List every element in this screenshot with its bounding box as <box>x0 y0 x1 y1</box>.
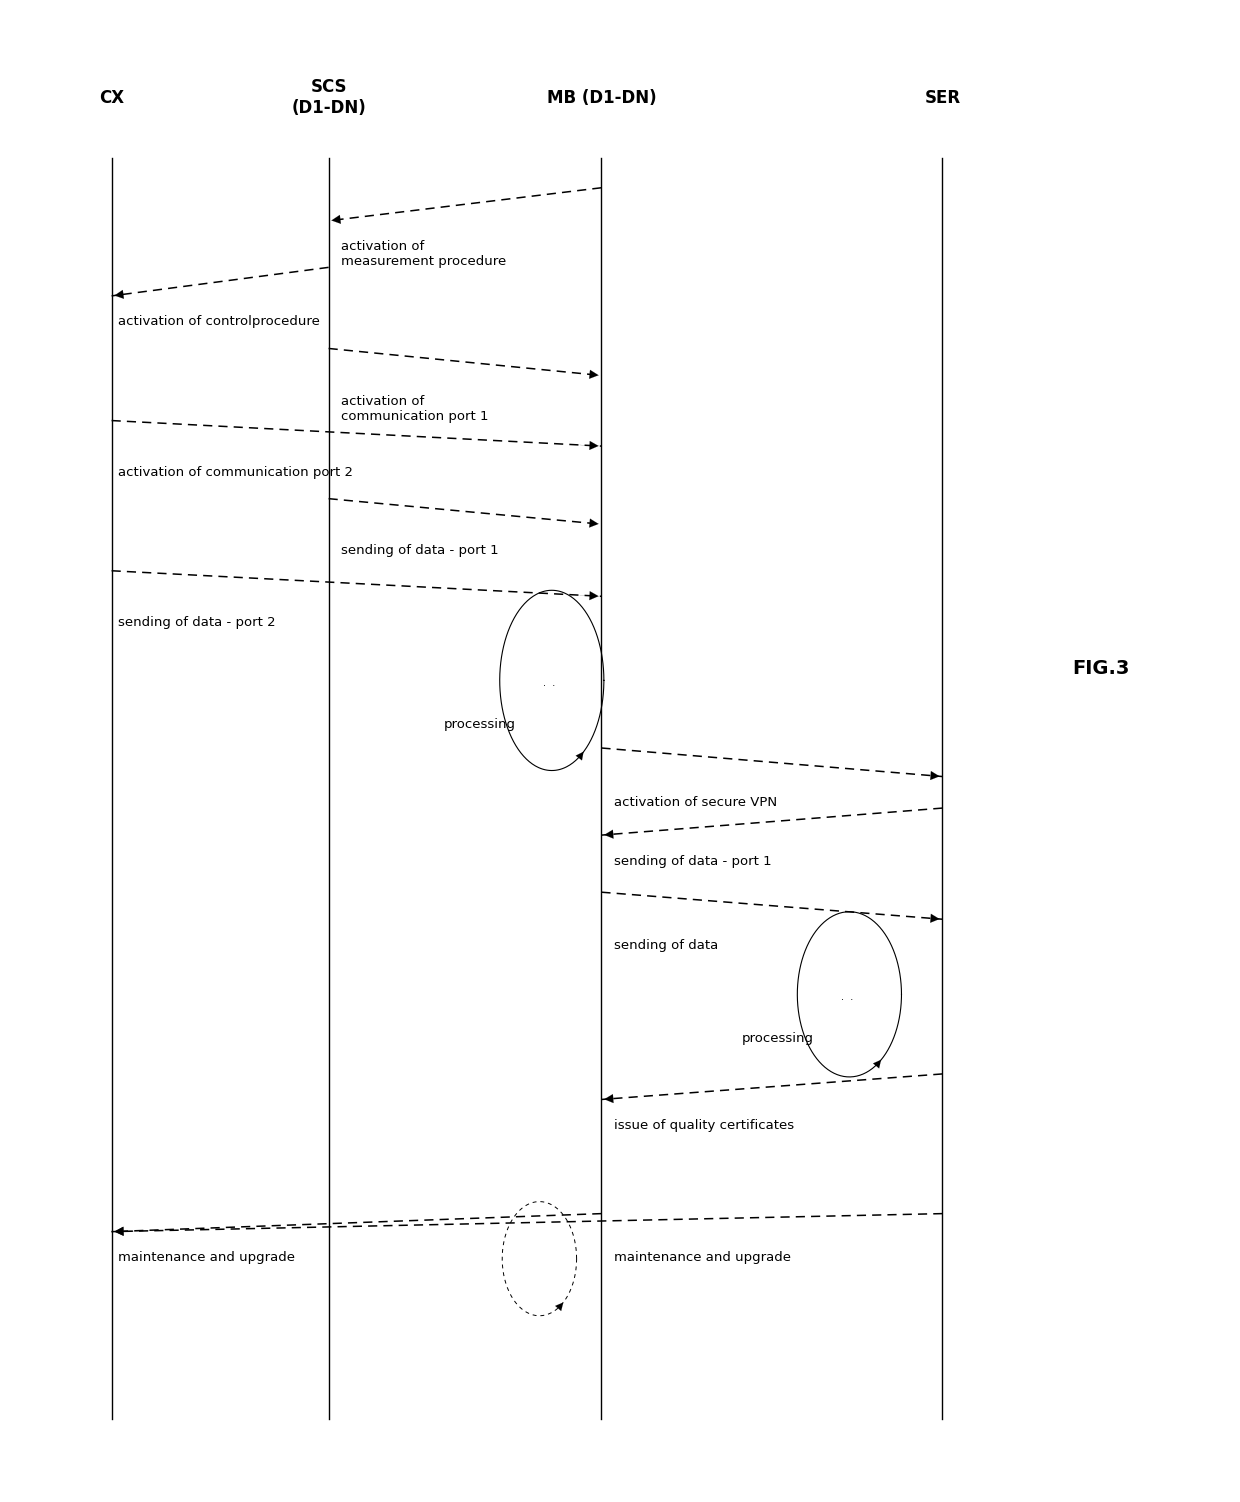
Text: sending of data - port 2: sending of data - port 2 <box>118 616 275 629</box>
Text: activation of controlprocedure: activation of controlprocedure <box>118 315 320 329</box>
Text: SCS
(D1-DN): SCS (D1-DN) <box>291 78 366 117</box>
Text: issue of quality certificates: issue of quality certificates <box>614 1119 794 1133</box>
Text: .  .: . . <box>543 679 556 688</box>
Text: .  .: . . <box>841 993 853 1002</box>
Text: maintenance and upgrade: maintenance and upgrade <box>614 1251 791 1265</box>
Text: SER: SER <box>924 89 961 107</box>
Text: FIG.3: FIG.3 <box>1073 659 1130 677</box>
Text: maintenance and upgrade: maintenance and upgrade <box>118 1251 295 1265</box>
Text: sending of data - port 1: sending of data - port 1 <box>614 855 771 868</box>
Text: activation of secure VPN: activation of secure VPN <box>614 796 777 810</box>
Text: processing: processing <box>444 718 516 731</box>
Text: CX: CX <box>99 89 124 107</box>
Text: activation of
communication port 1: activation of communication port 1 <box>341 395 489 424</box>
Text: processing: processing <box>742 1032 813 1045</box>
Text: activation of
measurement procedure: activation of measurement procedure <box>341 240 506 269</box>
Text: activation of communication port 2: activation of communication port 2 <box>118 466 353 479</box>
Text: sending of data: sending of data <box>614 939 718 952</box>
Text: sending of data - port 1: sending of data - port 1 <box>341 544 498 557</box>
Text: MB (D1-DN): MB (D1-DN) <box>547 89 656 107</box>
